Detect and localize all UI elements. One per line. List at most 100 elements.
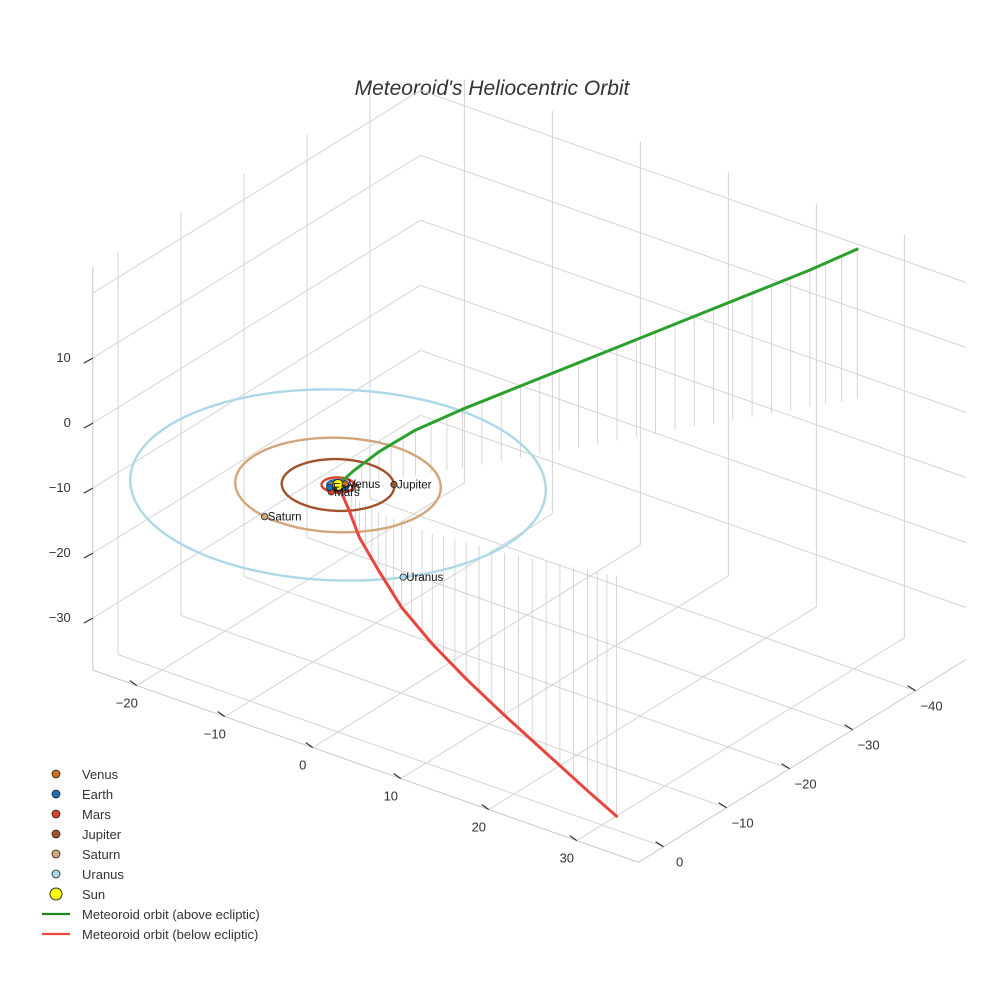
legend-item[interactable]: Uranus <box>51 867 124 882</box>
floor-gridline-x <box>224 513 553 718</box>
orbit-mars <box>320 476 356 494</box>
legend-marker <box>51 809 61 819</box>
legend-marker <box>51 789 61 799</box>
left-wall-gridline-z <box>92 284 421 489</box>
legend-item[interactable]: Meteoroid orbit (above ecliptic) <box>42 907 260 922</box>
floor-gridline-y <box>369 498 916 692</box>
planet-venus <box>341 480 349 488</box>
x-tick-label-mark <box>393 773 402 780</box>
floor-gridline-y <box>306 537 853 731</box>
z-tick-label: −30 <box>49 610 71 625</box>
x-axis-line <box>92 669 639 863</box>
grid <box>92 79 967 863</box>
x-tick-label-mark <box>305 742 314 749</box>
z-tick-label-mark <box>83 487 94 494</box>
chart-title: Meteoroid's Heliocentric Orbit <box>355 77 631 100</box>
planet-label-saturn: Saturn <box>268 512 302 524</box>
planet-label-uranus: Uranus <box>406 572 443 584</box>
planet-earth <box>326 483 334 492</box>
y-tick-label-mark <box>844 724 853 731</box>
y-tick-label: −10 <box>732 816 754 831</box>
planet-uranus <box>399 573 407 581</box>
legend-label: Meteoroid orbit (below ecliptic) <box>82 927 258 942</box>
left-wall-gridline-z <box>92 219 421 424</box>
legend-item[interactable]: Jupiter <box>51 827 122 842</box>
right-wall-gridline-z <box>420 284 967 478</box>
legend-label: Sun <box>82 887 105 902</box>
z-tick-label: −20 <box>49 545 71 560</box>
z-tick-label-mark <box>83 357 94 364</box>
x-tick-label-mark <box>569 835 578 842</box>
x-tick-label: 30 <box>560 851 574 866</box>
floor-gridline-x <box>312 544 641 749</box>
y-tick-label-mark <box>718 802 727 809</box>
z-tick-label: −10 <box>49 480 71 495</box>
y-tick-label: −40 <box>921 699 943 714</box>
drop-lines <box>351 249 858 817</box>
legend-item[interactable]: Saturn <box>51 847 120 862</box>
legend-label: Earth <box>82 787 113 802</box>
meteoroid-path-above <box>336 247 859 487</box>
legend-item[interactable]: Sun <box>49 887 105 902</box>
meteoroid-path-below <box>336 483 619 818</box>
z-tick-label-mark <box>83 617 94 624</box>
right-wall-gridline-z <box>420 89 967 283</box>
legend-label: Uranus <box>82 867 124 882</box>
x-tick-label: 20 <box>472 820 486 835</box>
planet-jupiter <box>390 480 398 489</box>
floor-gridline-y <box>180 615 727 809</box>
legend-item[interactable]: Mars <box>51 807 111 822</box>
legend-item[interactable]: Venus <box>51 767 119 782</box>
floor-gridline-y <box>243 576 790 770</box>
legend-label: Saturn <box>82 847 120 862</box>
planet-saturn <box>261 513 269 521</box>
axis-ticks: −20 −10 0 10 20 30 −40 −30 −20 −10 0 10 0 −10 −20 −30 <box>49 350 943 870</box>
legend-marker <box>51 869 61 879</box>
legend[interactable]: Venus Earth Mars Jupiter Saturn Uranus Sun Mete… <box>42 767 260 942</box>
right-wall-gridline-z <box>420 414 967 608</box>
legend-label: Jupiter <box>82 827 122 842</box>
y-tick-label-mark <box>907 685 916 692</box>
left-wall-gridline-z <box>92 349 421 554</box>
legend-sun-marker <box>49 887 63 901</box>
x-tick-label-mark <box>217 711 226 718</box>
x-tick-label: −10 <box>204 727 226 742</box>
meteoroid-orbit <box>336 247 859 818</box>
floor-gridline-x <box>136 482 465 687</box>
planet-label-venus: Venus <box>348 479 380 491</box>
orbit-jupiter <box>280 457 396 513</box>
legend-item[interactable]: Earth <box>51 787 113 802</box>
legend-item[interactable]: Meteoroid orbit (below ecliptic) <box>42 927 258 942</box>
right-wall-gridline-z <box>420 154 967 348</box>
x-tick-label: 0 <box>299 758 306 773</box>
floor-gridline-x <box>400 575 729 780</box>
z-tick-label: 10 <box>56 350 70 365</box>
left-wall-gridline-z <box>92 89 421 294</box>
y-axis-line <box>638 659 967 863</box>
x-tick-label: 10 <box>384 789 398 804</box>
left-wall-gridline-z <box>92 414 421 619</box>
legend-label: Venus <box>82 767 119 782</box>
right-wall-gridline-z <box>420 349 967 543</box>
left-wall-gridline-z <box>92 154 421 359</box>
z-tick-label-mark <box>83 552 94 559</box>
floor-gridline-x <box>488 606 817 811</box>
floor-gridline-x <box>576 637 905 842</box>
x-tick-label: −20 <box>116 696 138 711</box>
x-tick-label-mark <box>481 804 490 811</box>
legend-marker <box>51 849 61 859</box>
y-tick-label-mark <box>655 841 664 848</box>
y-tick-label: 0 <box>676 855 683 870</box>
legend-label: Mars <box>82 807 111 822</box>
y-tick-label-mark <box>781 763 790 770</box>
planet-label-earth: Earth <box>333 483 361 495</box>
floor-gridline-y <box>117 654 664 848</box>
z-tick-label: 0 <box>64 415 71 430</box>
legend-marker <box>51 829 61 839</box>
legend-marker <box>51 769 61 779</box>
orbit-saturn <box>233 436 443 534</box>
legend-label: Meteoroid orbit (above ecliptic) <box>82 907 260 922</box>
y-tick-label: −30 <box>858 738 880 753</box>
